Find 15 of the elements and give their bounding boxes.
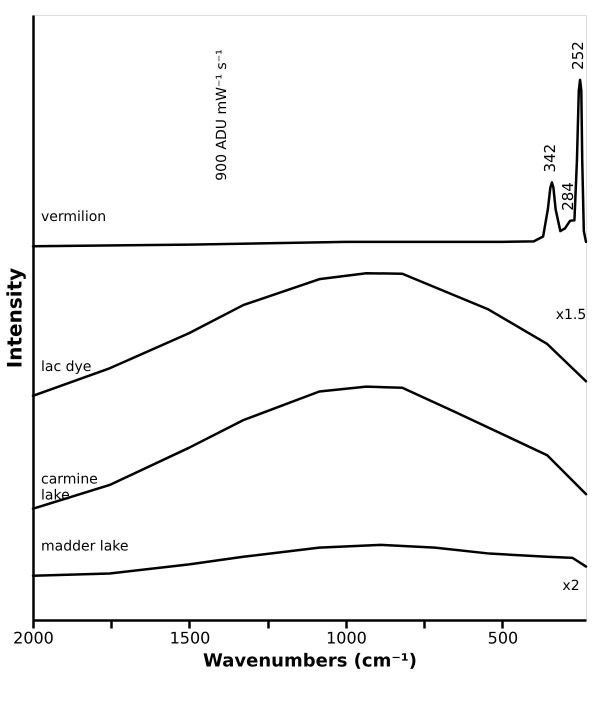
annotation: x1.5 bbox=[556, 307, 586, 323]
annotation: 284 bbox=[559, 182, 578, 211]
annotation: 900 ADU mW⁻¹ s⁻¹ bbox=[214, 49, 230, 181]
annotation: 252 bbox=[569, 41, 588, 70]
x-tick-label: 2000 bbox=[13, 628, 54, 648]
x-tick-label: 1000 bbox=[326, 628, 367, 648]
series-label: madder lake bbox=[41, 538, 128, 555]
x-tick-label: 500 bbox=[488, 628, 518, 648]
series-label: lac dye bbox=[41, 358, 92, 375]
annotation: x2 bbox=[562, 578, 580, 594]
annotation: 342 bbox=[540, 144, 559, 172]
x-tick-label: 1500 bbox=[170, 628, 210, 648]
y-axis-title: Intensity bbox=[2, 268, 26, 368]
series-label: vermilion bbox=[41, 209, 106, 226]
x-axis-title: Wavenumbers (cm⁻¹) bbox=[203, 650, 417, 672]
